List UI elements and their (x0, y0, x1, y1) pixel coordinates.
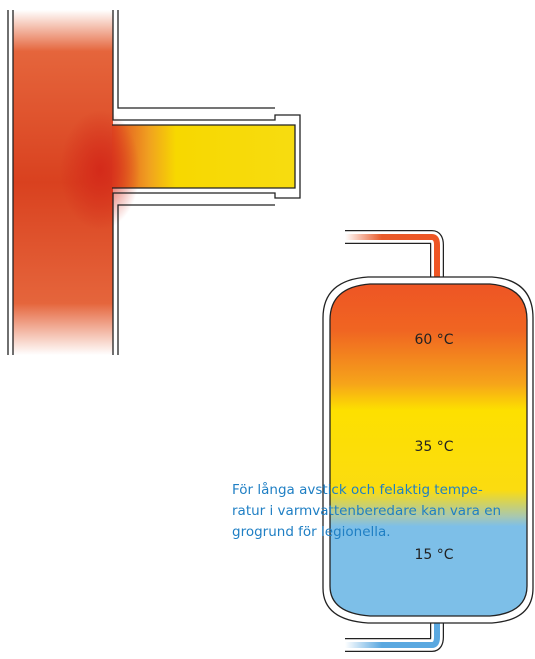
temp-label: 15 °C (414, 547, 453, 563)
tank: 60 °C 35 °C 15 °C (322, 230, 534, 652)
temp-label: 35 °C (414, 439, 453, 455)
caption: För långa avstick och felaktig tempe- ra… (232, 481, 501, 540)
pipe-junction (7, 10, 301, 355)
caption-line: grogrund för legionella. (232, 524, 391, 540)
temp-label: 60 °C (414, 332, 453, 348)
caption-line: För långa avstick och felaktig tempe- (232, 481, 483, 498)
caption-line: ratur i varmvattenberedare kan vara en (232, 503, 501, 519)
